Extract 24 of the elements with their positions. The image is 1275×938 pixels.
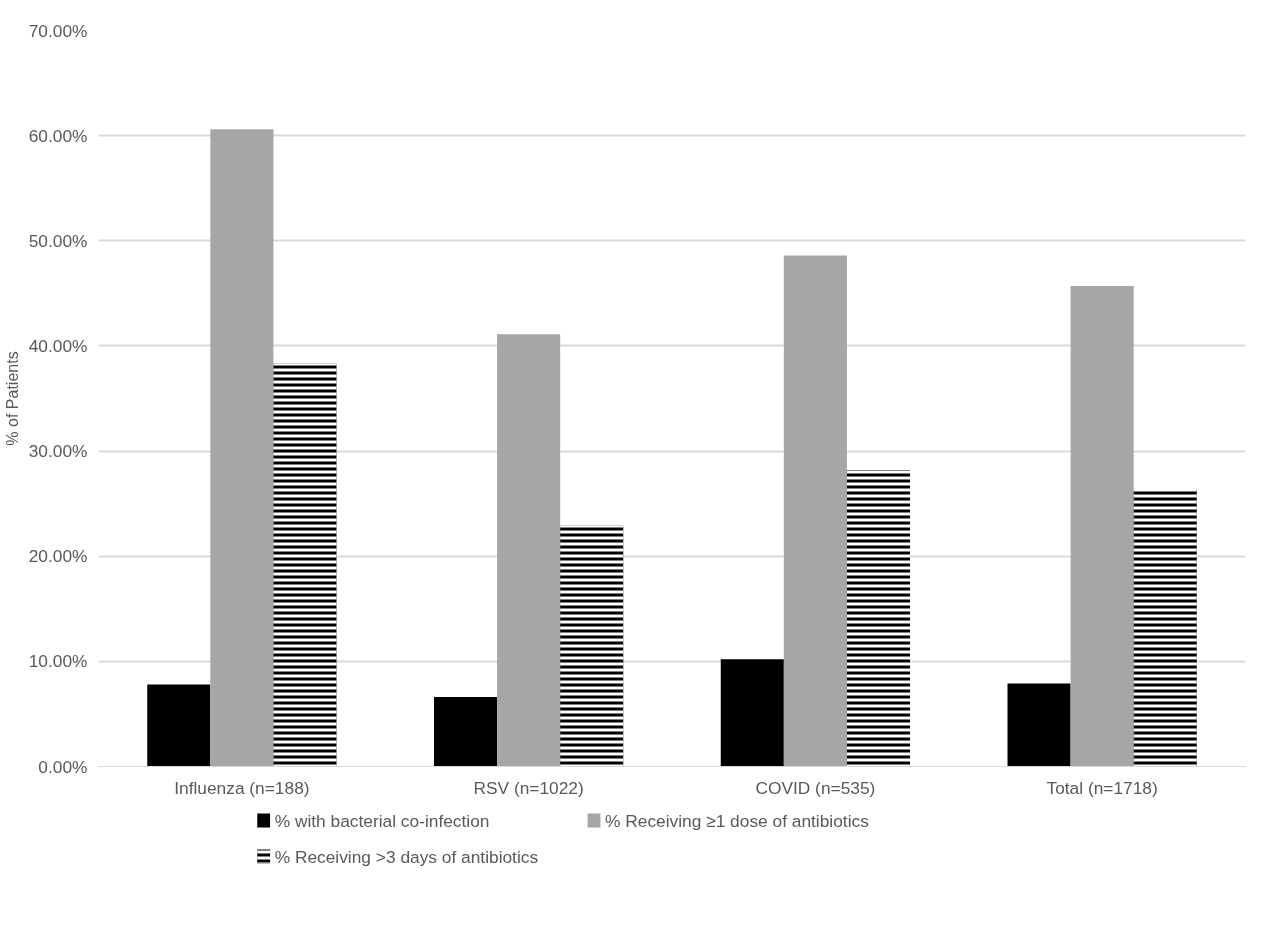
bar <box>720 659 784 767</box>
y-tick-label: 70.00% <box>28 20 88 41</box>
bar <box>147 684 211 767</box>
bar <box>210 129 274 767</box>
x-tick-label: Total (n=1718) <box>1046 777 1158 798</box>
y-axis-title: % of Patients <box>3 351 21 446</box>
y-tick-label: 50.00% <box>28 230 88 251</box>
bar <box>1007 683 1071 767</box>
bar <box>783 255 847 767</box>
x-tick-label: RSV (n=1022) <box>473 777 584 798</box>
bar <box>1070 286 1134 767</box>
bar <box>434 697 498 767</box>
y-tick-label: 40.00% <box>28 335 88 356</box>
x-tick-label: Influenza (n=188) <box>174 777 310 798</box>
bar <box>497 334 561 767</box>
y-tick-label: 30.00% <box>28 441 88 462</box>
y-tick-label: 0.00% <box>38 756 88 777</box>
y-tick-label: 10.00% <box>28 651 88 672</box>
legend-label: % Receiving >3 days of antibiotics <box>274 846 539 867</box>
legend-label: % with bacterial co-infection <box>274 810 490 831</box>
y-tick-label: 20.00% <box>28 546 88 567</box>
legend-label: % Receiving ≥1 dose of antibiotics <box>605 810 870 831</box>
y-tick-label: 60.00% <box>28 125 88 146</box>
x-tick-label: COVID (n=535) <box>755 777 876 798</box>
